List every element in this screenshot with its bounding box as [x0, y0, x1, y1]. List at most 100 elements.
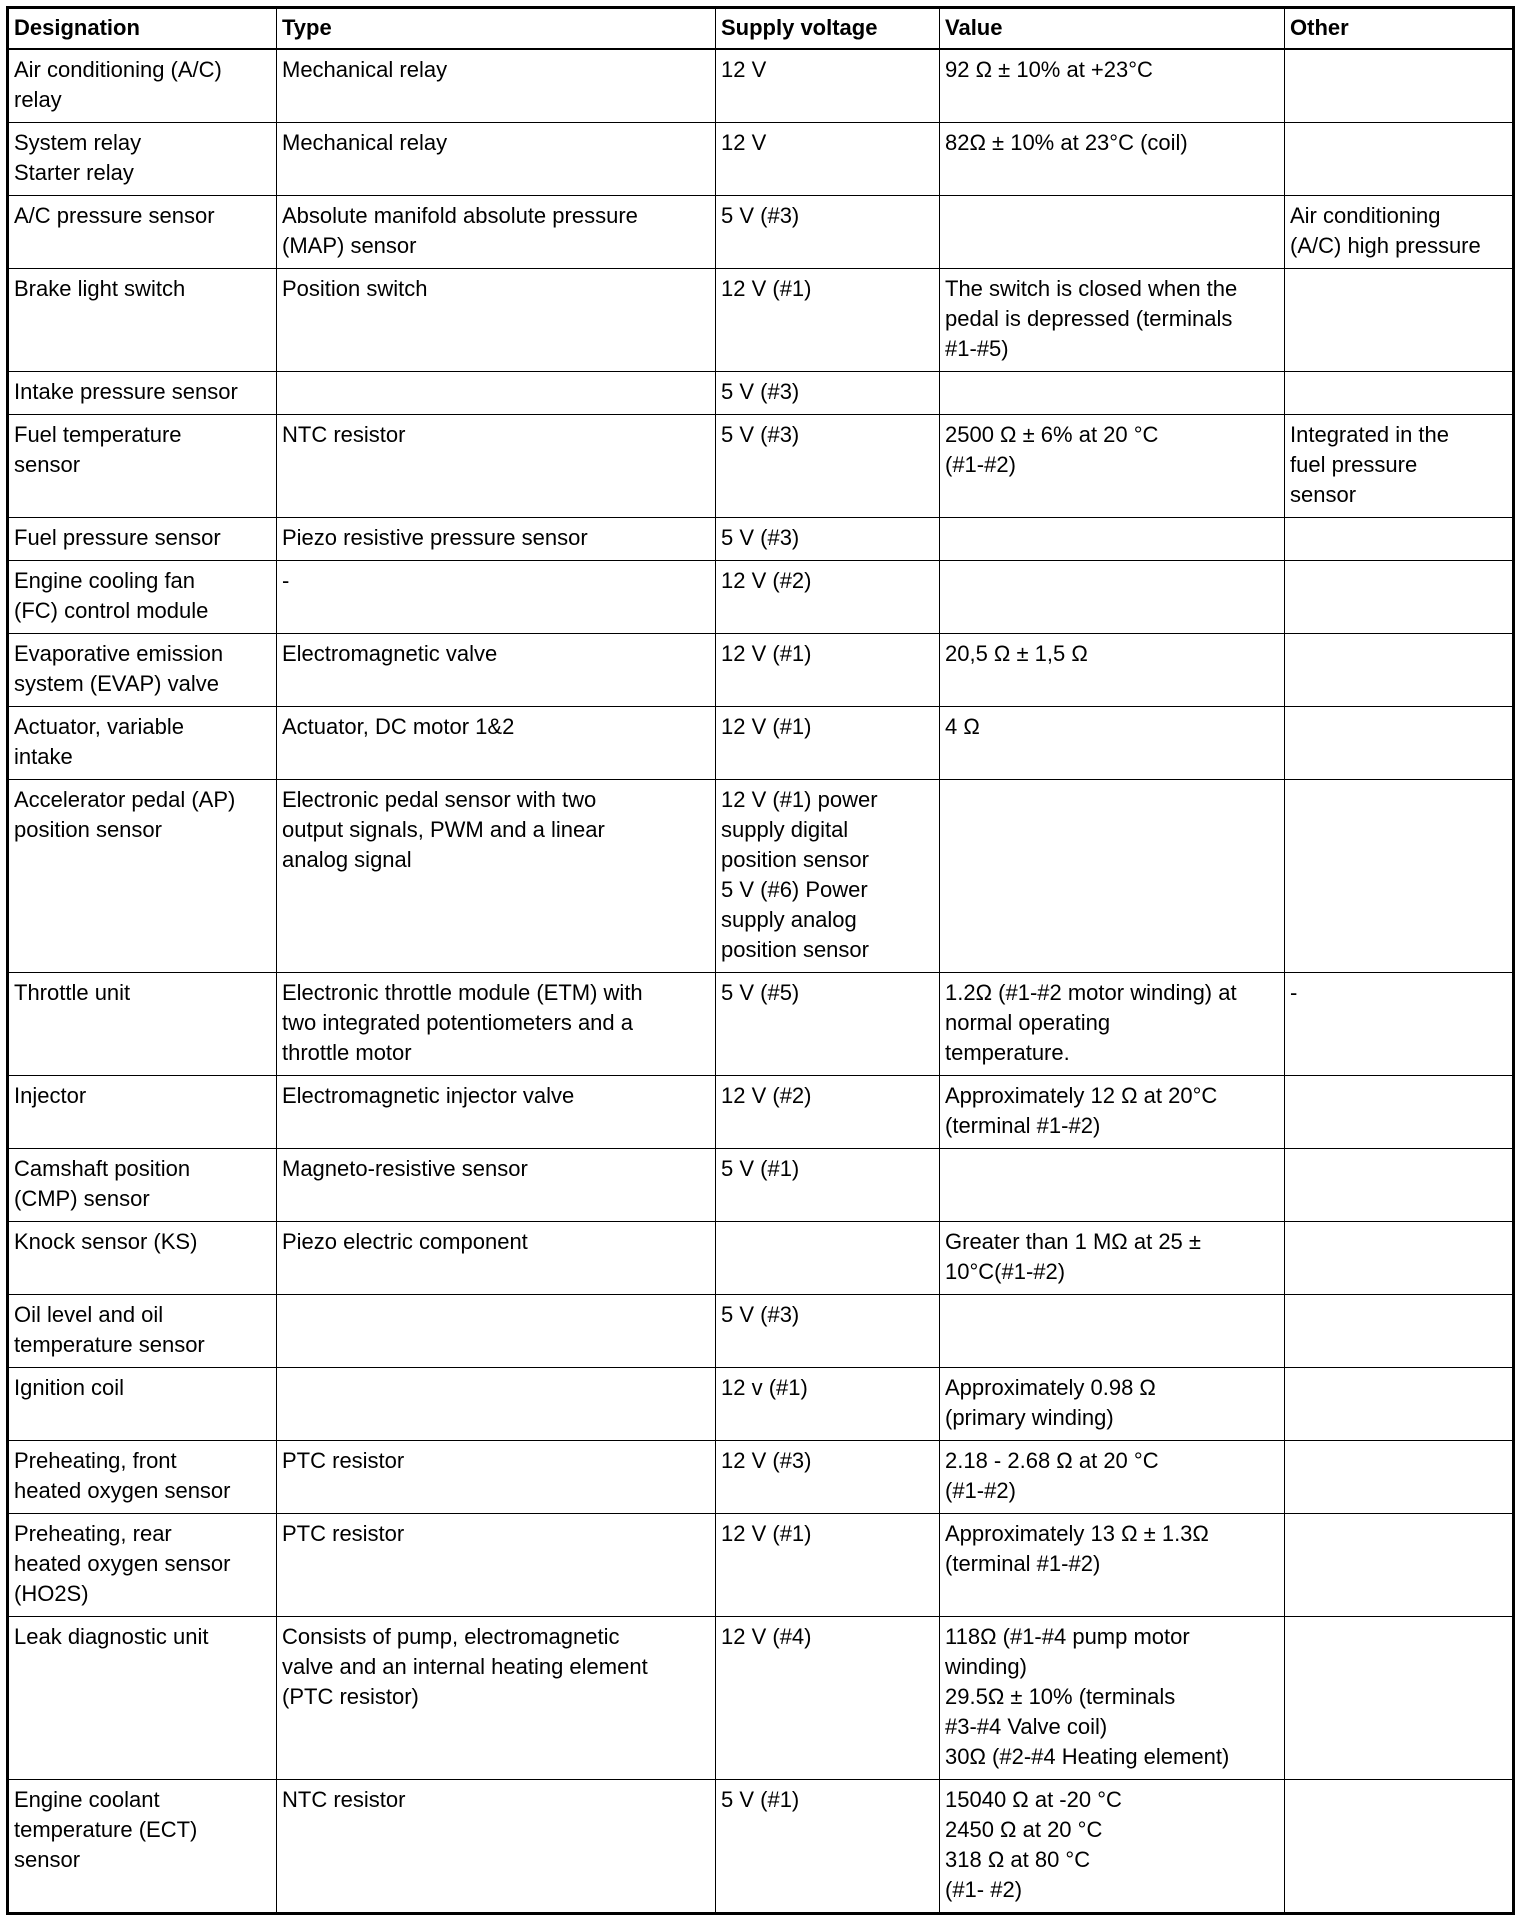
table-row: Brake light switch Position switch 12 V (#…: [7, 268, 1514, 372]
cell-type: Actuator, DC motor 1&2: [276, 706, 716, 780]
cell-supply-voltage: 5 V (#3): [715, 414, 940, 518]
cell-value: 2.18 - 2.68 Ω at 20 °C (#1-#2): [939, 1440, 1285, 1514]
cell-supply-voltage: 12 V (#2): [715, 560, 940, 634]
table-row: Evaporative emission system (EVAP) valve…: [7, 633, 1514, 707]
cell-other: [1284, 268, 1514, 372]
cell-other: [1284, 1367, 1514, 1441]
cell-type: [276, 1367, 716, 1441]
cell-type: Consists of pump, electromagnetic valve …: [276, 1616, 716, 1780]
cell-supply-voltage: 12 V (#1): [715, 268, 940, 372]
cell-other: [1284, 48, 1514, 123]
cell-other: [1284, 1075, 1514, 1149]
cell-other: [1284, 1148, 1514, 1222]
cell-supply-voltage: 12 V (#3): [715, 1440, 940, 1514]
cell-value: [939, 1148, 1285, 1222]
cell-type: NTC resistor: [276, 414, 716, 518]
cell-value: Approximately 12 Ω at 20°C (terminal #1-…: [939, 1075, 1285, 1149]
cell-type: Electromagnetic injector valve: [276, 1075, 716, 1149]
cell-other: Air conditioning (A/C) high pressure: [1284, 195, 1514, 269]
cell-type: NTC resistor: [276, 1779, 716, 1914]
cell-supply-voltage: 5 V (#3): [715, 195, 940, 269]
cell-supply-voltage: 5 V (#3): [715, 1294, 940, 1368]
table-row: Injector Electromagnetic injector valve 12…: [7, 1075, 1514, 1149]
cell-value: Approximately 0.98 Ω (primary winding): [939, 1367, 1285, 1441]
cell-designation: Intake pressure sensor: [7, 371, 277, 415]
cell-other: [1284, 1779, 1514, 1914]
cell-designation: Air conditioning (A/C) relay: [7, 48, 277, 123]
cell-value: [939, 517, 1285, 561]
cell-other: [1284, 1616, 1514, 1780]
cell-other: [1284, 1221, 1514, 1295]
table-row: A/C pressure sensor Absolute manifold abs…: [7, 195, 1514, 269]
cell-type: Electromagnetic valve: [276, 633, 716, 707]
cell-designation: Brake light switch: [7, 268, 277, 372]
cell-designation: A/C pressure sensor: [7, 195, 277, 269]
cell-other: [1284, 706, 1514, 780]
cell-supply-voltage: 5 V (#3): [715, 517, 940, 561]
cell-type: Absolute manifold absolute pressure (MAP…: [276, 195, 716, 269]
cell-designation: Engine cooling fan (FC) control module: [7, 560, 277, 634]
cell-other: [1284, 1440, 1514, 1514]
header-supply-voltage: Supply voltage: [715, 7, 940, 50]
cell-type: Mechanical relay: [276, 48, 716, 123]
cell-designation: Fuel pressure sensor: [7, 517, 277, 561]
table-body: Air conditioning (A/C) relay Mechanical r…: [7, 48, 1514, 1914]
cell-supply-voltage: 5 V (#5): [715, 972, 940, 1076]
table-row: Knock sensor (KS) Piezo electric componen…: [7, 1221, 1514, 1295]
cell-type: [276, 371, 716, 415]
cell-supply-voltage: 5 V (#3): [715, 371, 940, 415]
cell-value: [939, 779, 1285, 973]
cell-designation: Preheating, front heated oxygen sensor: [7, 1440, 277, 1514]
cell-value: 2500 Ω ± 6% at 20 °C (#1-#2): [939, 414, 1285, 518]
cell-type: Electronic pedal sensor with two output …: [276, 779, 716, 973]
cell-value: The switch is closed when the pedal is d…: [939, 268, 1285, 372]
cell-type: PTC resistor: [276, 1513, 716, 1617]
cell-other: -: [1284, 972, 1514, 1076]
cell-supply-voltage: [715, 1221, 940, 1295]
cell-other: Integrated in the fuel pressure sensor: [1284, 414, 1514, 518]
table-row: Ignition coil 12 v (#1) Approximately 0.98…: [7, 1367, 1514, 1441]
cell-other: [1284, 1294, 1514, 1368]
table-row: Actuator, variable intake Actuator, DC mo…: [7, 706, 1514, 780]
cell-type: Position switch: [276, 268, 716, 372]
cell-designation: Camshaft position (CMP) sensor: [7, 1148, 277, 1222]
cell-type: Magneto-resistive sensor: [276, 1148, 716, 1222]
cell-supply-voltage: 5 V (#1): [715, 1779, 940, 1914]
cell-other: [1284, 517, 1514, 561]
cell-value: 118Ω (#1-#4 pump motor winding) 29.5Ω ± …: [939, 1616, 1285, 1780]
cell-type: -: [276, 560, 716, 634]
cell-value: 82Ω ± 10% at 23°C (coil): [939, 122, 1285, 196]
table-row: Fuel pressure sensor Piezo resistive pres…: [7, 517, 1514, 561]
cell-designation: Leak diagnostic unit: [7, 1616, 277, 1780]
cell-value: 15040 Ω at -20 °C 2450 Ω at 20 °C 318 Ω …: [939, 1779, 1285, 1914]
table-row: Throttle unit Electronic throttle module …: [7, 972, 1514, 1076]
cell-designation: Evaporative emission system (EVAP) valve: [7, 633, 277, 707]
table-row: Engine cooling fan (FC) control module -1…: [7, 560, 1514, 634]
cell-designation: Preheating, rear heated oxygen sensor (H…: [7, 1513, 277, 1617]
cell-supply-voltage: 12 V (#2): [715, 1075, 940, 1149]
cell-supply-voltage: 12 V (#1) power supply digital position …: [715, 779, 940, 973]
table-row: Accelerator pedal (AP) position sensor El…: [7, 779, 1514, 973]
table-row: Oil level and oil temperature sensor 5 V …: [7, 1294, 1514, 1368]
table-row: Intake pressure sensor 5 V (#3): [7, 371, 1514, 415]
header-designation: Designation: [7, 7, 277, 50]
cell-value: [939, 560, 1285, 634]
cell-designation: Knock sensor (KS): [7, 1221, 277, 1295]
cell-other: [1284, 371, 1514, 415]
cell-designation: Engine coolant temperature (ECT) sensor: [7, 1779, 277, 1914]
table-row: Leak diagnostic unit Consists of pump, el…: [7, 1616, 1514, 1780]
cell-designation: System relay Starter relay: [7, 122, 277, 196]
cell-type: PTC resistor: [276, 1440, 716, 1514]
component-specs-table: Designation Type Supply voltage Value Ot…: [6, 6, 1515, 1915]
cell-other: [1284, 560, 1514, 634]
header-row: Designation Type Supply voltage Value Ot…: [7, 7, 1514, 50]
cell-supply-voltage: 12 V (#4): [715, 1616, 940, 1780]
cell-type: Electronic throttle module (ETM) with tw…: [276, 972, 716, 1076]
cell-type: [276, 1294, 716, 1368]
cell-value: 92 Ω ± 10% at +23°C: [939, 48, 1285, 123]
cell-other: [1284, 1513, 1514, 1617]
cell-other: [1284, 779, 1514, 973]
cell-designation: Fuel temperature sensor: [7, 414, 277, 518]
cell-supply-voltage: 12 v (#1): [715, 1367, 940, 1441]
cell-designation: Oil level and oil temperature sensor: [7, 1294, 277, 1368]
